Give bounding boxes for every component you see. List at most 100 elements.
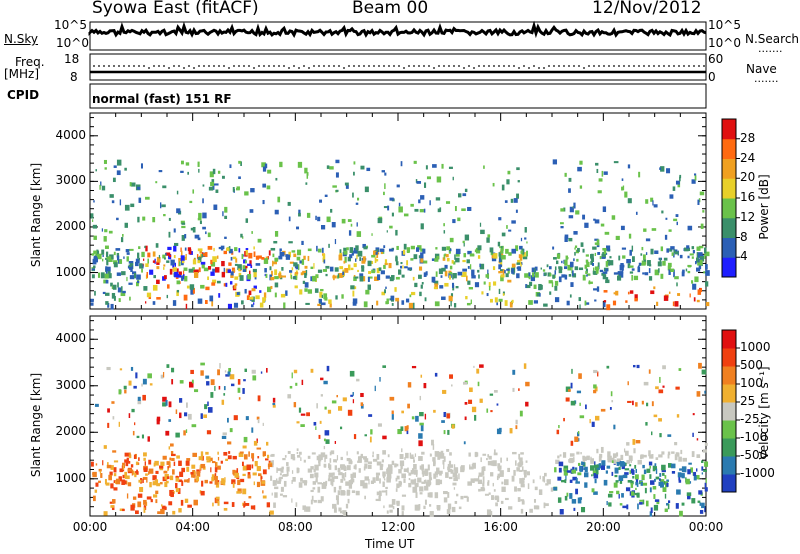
range-gate-cell [554,467,557,473]
range-gate-cell [575,488,579,495]
freq-dot [198,65,200,67]
range-gate-cell [698,198,701,203]
range-gate-cell [104,167,107,170]
range-gate-cell [135,461,139,466]
range-gate-cell [525,401,529,407]
range-gate-cell [153,275,157,279]
range-gate-cell [300,457,302,462]
range-gate-cell [322,254,326,260]
range-gate-cell [256,465,261,472]
range-gate-cell [543,502,546,509]
range-gate-cell [562,452,567,458]
range-gate-cell [553,257,557,260]
range-gate-cell [565,397,570,402]
range-gate-cell [126,480,128,485]
range-gate-cell [273,261,277,265]
range-gate-cell [448,464,454,468]
range-gate-cell [295,382,298,386]
freq-dot [273,65,275,67]
range-gate-cell [441,267,446,272]
range-gate-cell [225,374,230,377]
freq-dot [353,65,355,67]
range-gate-cell [578,267,584,271]
range-gate-cell [498,298,503,302]
range-gate-cell [600,223,605,227]
range-gate-cell [704,390,706,394]
range-gate-cell [663,295,669,301]
range-gate-cell [136,469,138,475]
range-gate-cell [529,508,533,513]
range-gate-cell [280,467,284,473]
range-gate-cell [189,284,195,290]
freq-dot [203,65,205,67]
range-gate-cell [156,279,160,285]
range-gate-cell [345,184,349,189]
range-gate-cell [348,482,353,489]
range-gate-cell [433,409,436,413]
range-gate-cell [176,190,179,195]
colorbar-tick-label: 24 [740,150,756,165]
range-gate-cell [666,482,669,487]
range-gate-cell [643,259,647,262]
range-gate-cell [591,257,595,262]
range-gate-cell [476,368,480,374]
range-gate-cell [184,498,189,503]
range-gate-cell [705,302,710,307]
range-gate-cell [146,477,148,483]
range-gate-cell [364,458,369,463]
range-gate-cell [178,508,182,513]
range-gate-cell [101,258,104,262]
range-gate-cell [117,287,122,293]
range-gate-cell [422,248,426,254]
range-gate-cell [704,247,707,254]
range-gate-cell [400,265,402,269]
range-gate-cell [478,472,483,477]
range-gate-cell [242,488,247,495]
range-gate-cell [127,482,132,487]
range-gate-cell [354,258,357,262]
range-gate-cell [629,249,632,256]
range-gate-cell [441,420,445,423]
range-gate-cell [605,268,609,272]
range-gate-cell [409,268,412,271]
range-gate-cell [240,233,243,238]
range-gate-cell [197,237,201,241]
range-gate-cell [237,264,242,271]
range-gate-cell [130,266,133,272]
range-gate-cell [634,294,638,301]
range-gate-cell [213,475,218,481]
range-gate-cell [429,511,434,517]
range-gate-cell [451,506,456,513]
range-gate-cell [698,490,703,495]
range-gate-cell [531,267,537,273]
range-gate-cell [349,370,355,377]
range-gate-cell [227,303,232,309]
range-gate-cell [606,245,611,251]
range-gate-cell [658,389,664,394]
range-gate-cell [595,269,599,274]
range-gate-cell [138,457,140,461]
range-gate-cell [95,463,98,466]
range-gate-cell [520,483,525,488]
range-gate-cell [520,452,524,455]
range-gate-cell [406,260,409,266]
range-gate-cell [207,401,209,406]
freq-dot [388,65,390,67]
range-gate-cell [696,252,699,258]
range-gate-cell [361,266,365,272]
range-gate-cell [113,473,117,477]
range-gate-cell [233,415,238,421]
range-gate-cell [400,161,403,167]
range-gate-cell [160,461,165,466]
range-gate-cell [574,436,579,442]
range-gate-cell [125,475,130,480]
range-gate-cell [410,245,415,250]
cpid-panel [89,83,707,109]
freq-18: 18 [64,52,80,66]
range-gate-cell [364,495,366,500]
range-gate-cell [396,483,400,489]
range-gate-cell [242,265,246,270]
range-gate-cell [381,490,387,493]
range-gate-cell [618,255,621,261]
range-gate-cell [372,454,374,458]
